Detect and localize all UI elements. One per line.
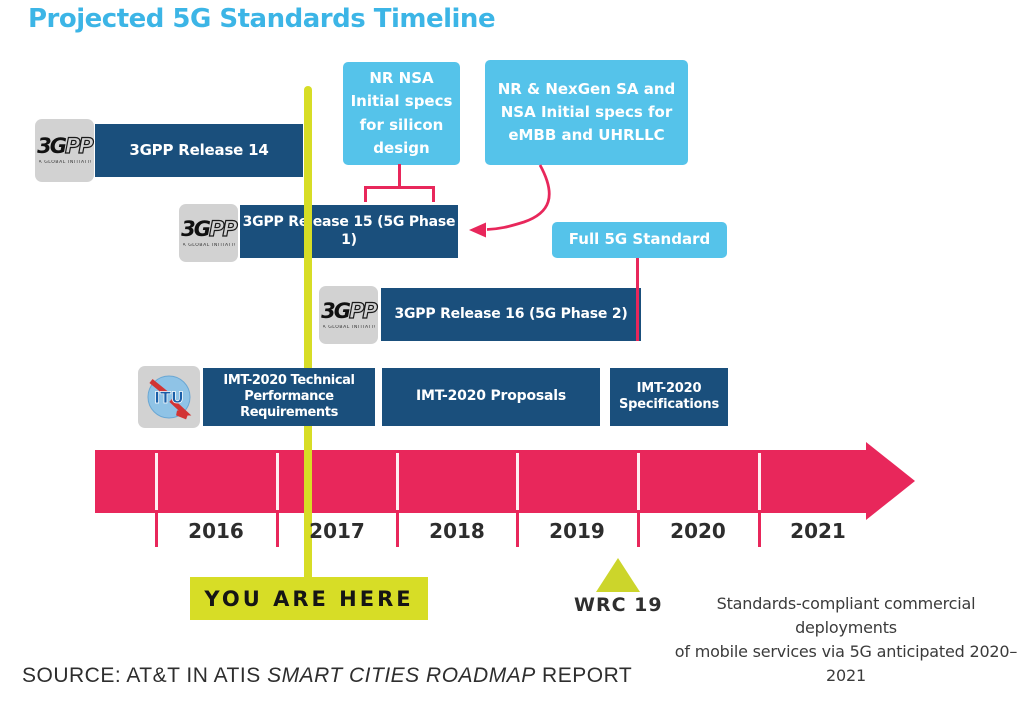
bar-label: IMT-2020 Specifications <box>618 380 720 412</box>
itu-globe-icon: ITU <box>147 375 192 420</box>
callout-line: for silicon <box>359 115 444 134</box>
nexgen-curved-arrow <box>486 164 551 231</box>
timeline-tick <box>516 453 519 510</box>
you-are-here-line <box>304 86 312 582</box>
callout-line: Initial specs <box>350 92 453 111</box>
callout-line: eMBB and UHRLLC <box>508 126 665 145</box>
gpp-logo-tagline: A GLOBAL INITIATIVE <box>322 324 375 330</box>
gpp-logo-text: 3GPP <box>37 134 94 158</box>
wrc19-label: WRC 19 <box>574 594 663 616</box>
gpp-logo-text: 3GPP <box>181 216 238 241</box>
itu-logo: ITU <box>138 366 200 428</box>
bar-label: IMT-2020 Technical Performance Requiremen… <box>223 372 355 421</box>
callout-nexgen-sa: NR & NexGen SA and NSA Initial specs for… <box>485 60 688 165</box>
year-label: 2016 <box>188 519 244 543</box>
source-prefix: SOURCE: AT&T IN ATIS <box>22 664 268 687</box>
gpp-logo: 3GPP A GLOBAL INITIATIVE <box>319 286 378 344</box>
callout-full-5g: Full 5G Standard <box>552 222 727 258</box>
callout-line: NR & NexGen SA and <box>497 79 676 98</box>
bar-label: IMT-2020 Proposals <box>415 388 567 405</box>
page-title: Projected 5G Standards Timeline <box>28 4 496 34</box>
release14-bar: 3GPP Release 14 <box>95 124 303 177</box>
timeline-tick <box>516 513 519 547</box>
release15-bar: 3GPP Release 15 (5G Phase 1) <box>240 205 458 258</box>
callout-line: Full 5G Standard <box>568 230 711 249</box>
timeline-tick <box>276 513 279 547</box>
timeline-tick <box>155 453 158 510</box>
imt-specifications-bar: IMT-2020 Specifications <box>610 368 728 426</box>
wrc19-note-line: Standards-compliant commercial deploymen… <box>716 594 976 637</box>
timeline-tick <box>155 513 158 547</box>
gpp-logo-tagline: A GLOBAL INITIATIVE <box>38 160 91 165</box>
wrc19-triangle-icon <box>596 558 640 592</box>
timeline-tick <box>276 453 279 510</box>
callout-line: NR NSA <box>369 69 434 87</box>
timeline-arrowhead-icon <box>866 442 915 520</box>
nr-nsa-bracket-connector <box>364 186 435 202</box>
timeline-tick <box>758 513 761 547</box>
imt-proposals-bar: IMT-2020 Proposals <box>382 368 600 426</box>
you-are-here-badge: YOU ARE HERE <box>190 577 428 620</box>
wrc19-note-line: of mobile services via 5G anticipated 20… <box>674 642 1018 685</box>
imt-requirements-bar: IMT-2020 Technical Performance Requiremen… <box>203 368 375 426</box>
timeline-tick <box>637 513 640 547</box>
release16-bar: 3GPP Release 16 (5G Phase 2) <box>381 288 641 341</box>
callout-line: NSA Initial specs for <box>500 102 673 121</box>
timeline-tick <box>396 513 399 547</box>
source-suffix: REPORT <box>535 664 633 687</box>
source-report-title: SMART CITIES ROADMAP <box>267 664 536 687</box>
timeline-tick <box>758 453 761 510</box>
year-label: 2020 <box>670 519 726 543</box>
wrc19-note: Standards-compliant commercial deploymen… <box>672 592 1020 688</box>
gpp-logo: 3GPP A GLOBAL INITIATIVE <box>179 204 238 262</box>
timeline-arrow-body <box>95 450 868 513</box>
bar-label: 3GPP Release 14 <box>129 141 269 160</box>
gpp-logo: 3GPP A GLOBAL INITIATIVE <box>35 119 94 182</box>
year-label: 2021 <box>790 519 846 543</box>
nexgen-arrowhead-icon <box>469 222 486 238</box>
gpp-logo-text: 3GPP <box>321 298 378 323</box>
year-label: 2019 <box>549 519 605 543</box>
bar-label: 3GPP Release 16 (5G Phase 2) <box>394 305 628 322</box>
year-label: 2017 <box>309 519 365 543</box>
year-label: 2018 <box>429 519 485 543</box>
timeline-tick <box>396 453 399 510</box>
callout-nr-nsa: NR NSA Initial specs for silicon design <box>343 62 460 165</box>
source-line: SOURCE: AT&T IN ATIS SMART CITIES ROADMA… <box>22 664 632 688</box>
gpp-logo-tagline: A GLOBAL INITIATIVE <box>182 242 235 248</box>
bar-label: 3GPP Release 15 (5G Phase 1) <box>242 214 456 248</box>
svg-text:ITU: ITU <box>154 388 184 407</box>
callout-line: design <box>373 138 430 157</box>
timeline-tick <box>637 453 640 510</box>
